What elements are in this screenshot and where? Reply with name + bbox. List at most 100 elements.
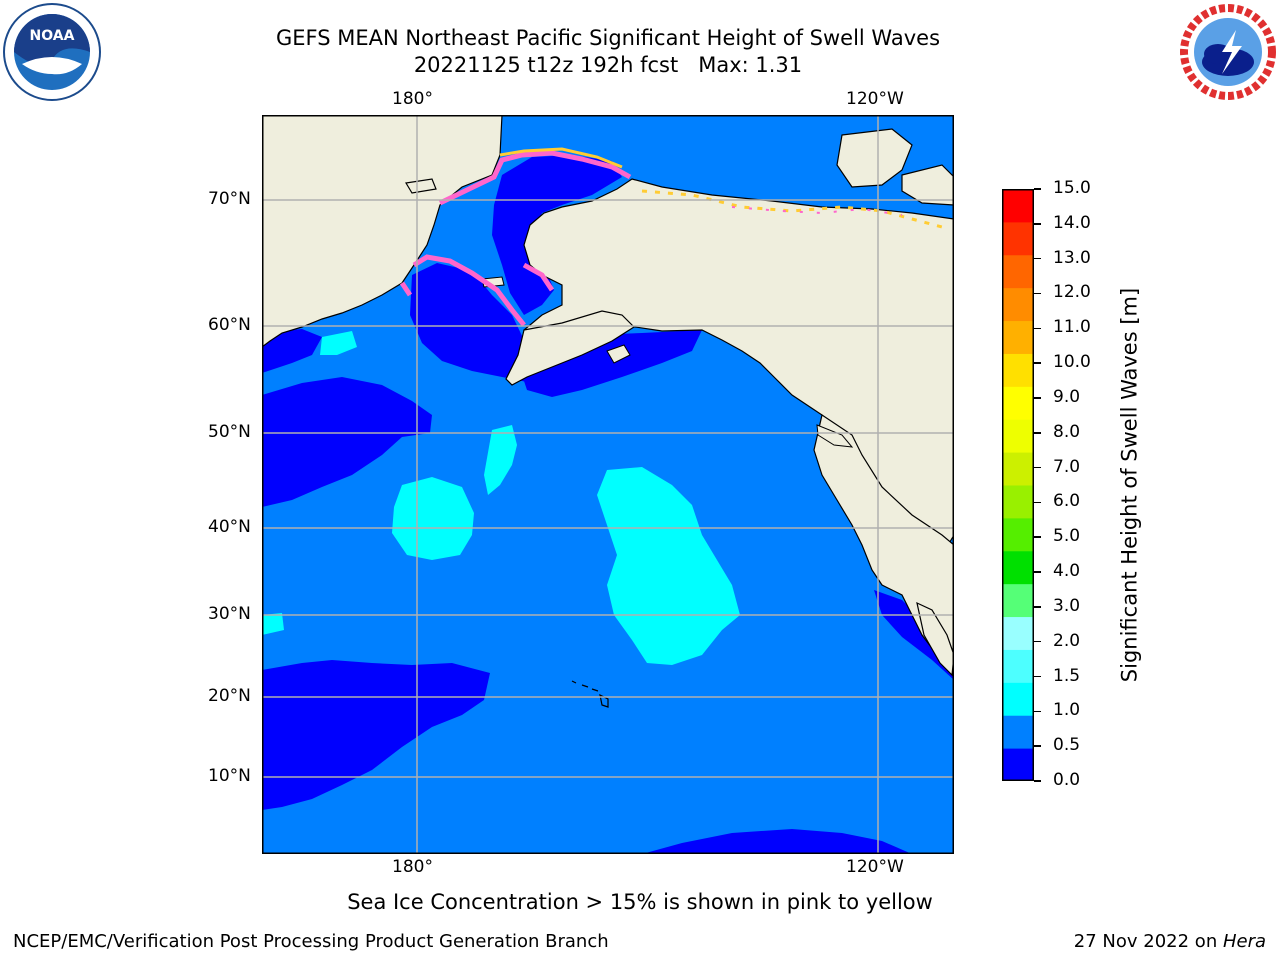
colorbar-tick-mark	[1034, 432, 1041, 434]
colorbar-tick-mark	[1034, 362, 1041, 364]
sea-ice-chukchi-edge	[499, 147, 623, 169]
swell-mid-aleutian	[320, 331, 357, 355]
lon-label-top-120w: 120°W	[846, 89, 904, 109]
colorbar-tick-mark	[1034, 466, 1041, 469]
map-plot	[262, 115, 954, 854]
colorbar-tick-label: 1.5	[1053, 665, 1081, 686]
colorbar-bin	[1003, 550, 1033, 585]
colorbar-tick-mark	[1034, 710, 1041, 713]
land-west-coast-na	[813, 414, 954, 664]
map-frame	[262, 115, 954, 854]
land-arctic-island-2	[901, 164, 954, 206]
colorbar-bin	[1003, 320, 1033, 354]
footer-host: Hera	[1222, 931, 1266, 952]
colorbar-tick-mark	[1034, 675, 1041, 678]
colorbar-bin	[1003, 287, 1033, 322]
lat-label-40n: 40°N	[208, 517, 251, 537]
land-wrangel-island	[405, 178, 437, 194]
colorbar-tick-label: 13.0	[1053, 247, 1091, 268]
colorbar-bin	[1003, 221, 1033, 256]
colorbar-bin	[1003, 189, 1033, 223]
colorbar-bin	[1003, 748, 1033, 781]
colorbar-tick-label: 5.0	[1053, 526, 1081, 547]
colorbar-tick-mark	[1034, 188, 1041, 190]
colorbar-tick-label: 11.0	[1053, 317, 1091, 338]
lat-label-60n: 60°N	[208, 315, 251, 335]
lat-label-30n: 30°N	[208, 604, 251, 624]
colorbar-tick-label: 7.0	[1053, 456, 1081, 477]
lon-label-bottom-120w: 120°W	[846, 857, 904, 877]
colorbar-bin	[1003, 682, 1033, 716]
colorbar-tick-label: 0.5	[1053, 735, 1081, 756]
colorbar-tick-label: 12.0	[1053, 282, 1091, 303]
colorbar-tick-mark	[1034, 327, 1041, 330]
colorbar-tick-mark	[1034, 397, 1041, 399]
swell-low-nw-corner	[262, 329, 322, 373]
colorbar-tick-mark	[1034, 780, 1041, 782]
footer-date-text: 27 Nov 2022 on	[1073, 931, 1223, 952]
colorbar-tick-label: 14.0	[1053, 212, 1091, 233]
colorbar-tick-mark	[1034, 257, 1041, 260]
colorbar-tick-label: 3.0	[1053, 595, 1081, 616]
chart-title: GEFS MEAN Northeast Pacific Significant …	[275, 26, 941, 50]
lon-label-top-180: 180°	[392, 89, 433, 109]
colorbar-tick-mark	[1034, 745, 1041, 747]
swell-mid-west	[392, 477, 474, 560]
land-arctic-island	[836, 128, 913, 188]
land-hawaii	[571, 680, 609, 708]
colorbar-bin	[1003, 452, 1033, 486]
land-alaska	[523, 178, 954, 556]
colorbar-tick-label: 9.0	[1053, 386, 1081, 407]
lat-label-10n: 10°N	[208, 766, 251, 786]
colorbar-tick-mark	[1034, 292, 1041, 295]
chart-subtitle: 20221125 t12z 192h fcst Max: 1.31	[413, 53, 803, 77]
footer-date: 27 Nov 2022 on Hera	[1074, 931, 1266, 952]
lat-label-20n: 20°N	[208, 686, 251, 706]
colorbar	[1002, 189, 1034, 781]
swell-low-bering-shelf	[492, 155, 622, 315]
colorbar-bin	[1003, 386, 1033, 420]
lon-label-bottom-180: 180°	[392, 857, 433, 877]
colorbar-tick-label: 10.0	[1053, 352, 1091, 373]
swell-low-equatorial	[642, 829, 912, 854]
colorbar-bin	[1003, 485, 1033, 519]
colorbar-tick-label: 2.0	[1053, 630, 1081, 651]
swell-mid-west-streak	[484, 425, 517, 495]
colorbar-bin	[1003, 353, 1033, 387]
nws-logo	[1180, 4, 1276, 100]
lat-label-50n: 50°N	[208, 422, 251, 442]
colorbar-tick-mark	[1034, 536, 1041, 538]
land-kodiak-island	[606, 344, 631, 364]
colorbar-tick-label: 6.0	[1053, 491, 1081, 512]
colorbar-tick-mark	[1034, 571, 1041, 573]
swell-mid-far-west	[262, 613, 284, 635]
colorbar-tick-mark	[1034, 640, 1041, 643]
colorbar-bin	[1003, 254, 1033, 289]
colorbar-bin	[1003, 419, 1033, 453]
colorbar-frame	[1002, 189, 1034, 781]
noaa-logo-text: NOAA	[30, 28, 75, 44]
colorbar-tick-label: 4.0	[1053, 561, 1081, 582]
colorbar-bin	[1003, 715, 1033, 749]
swell-low-baja	[874, 590, 954, 680]
footer-credit: NCEP/EMC/Verification Post Processing Pr…	[13, 931, 609, 952]
colorbar-bin	[1003, 517, 1033, 552]
colorbar-tick-label: 0.0	[1053, 770, 1081, 790]
sea-ice-bering	[399, 254, 555, 327]
colorbar-bin	[1003, 583, 1033, 618]
colorbar-tick-label: 8.0	[1053, 421, 1081, 442]
sea-ice-chukchi	[438, 150, 632, 206]
colorbar-bin	[1003, 616, 1033, 650]
colorbar-bin	[1003, 649, 1033, 683]
sea-ice-caption: Sea Ice Concentration > 15% is shown in …	[347, 890, 933, 914]
graticule	[262, 115, 954, 854]
colorbar-tick-mark	[1034, 223, 1041, 225]
land-alaska-peninsula	[505, 310, 635, 386]
colorbar-tick-label: 15.0	[1053, 178, 1091, 198]
noaa-logo: NOAA	[3, 3, 101, 101]
swell-low-bering	[262, 377, 432, 507]
colorbar-title: Significant Height of Swell Waves [m]	[1117, 287, 1142, 683]
lat-label-70n: 70°N	[208, 189, 251, 209]
colorbar-tick-label: 1.0	[1053, 700, 1081, 721]
colorbar-tick-mark	[1034, 501, 1041, 504]
